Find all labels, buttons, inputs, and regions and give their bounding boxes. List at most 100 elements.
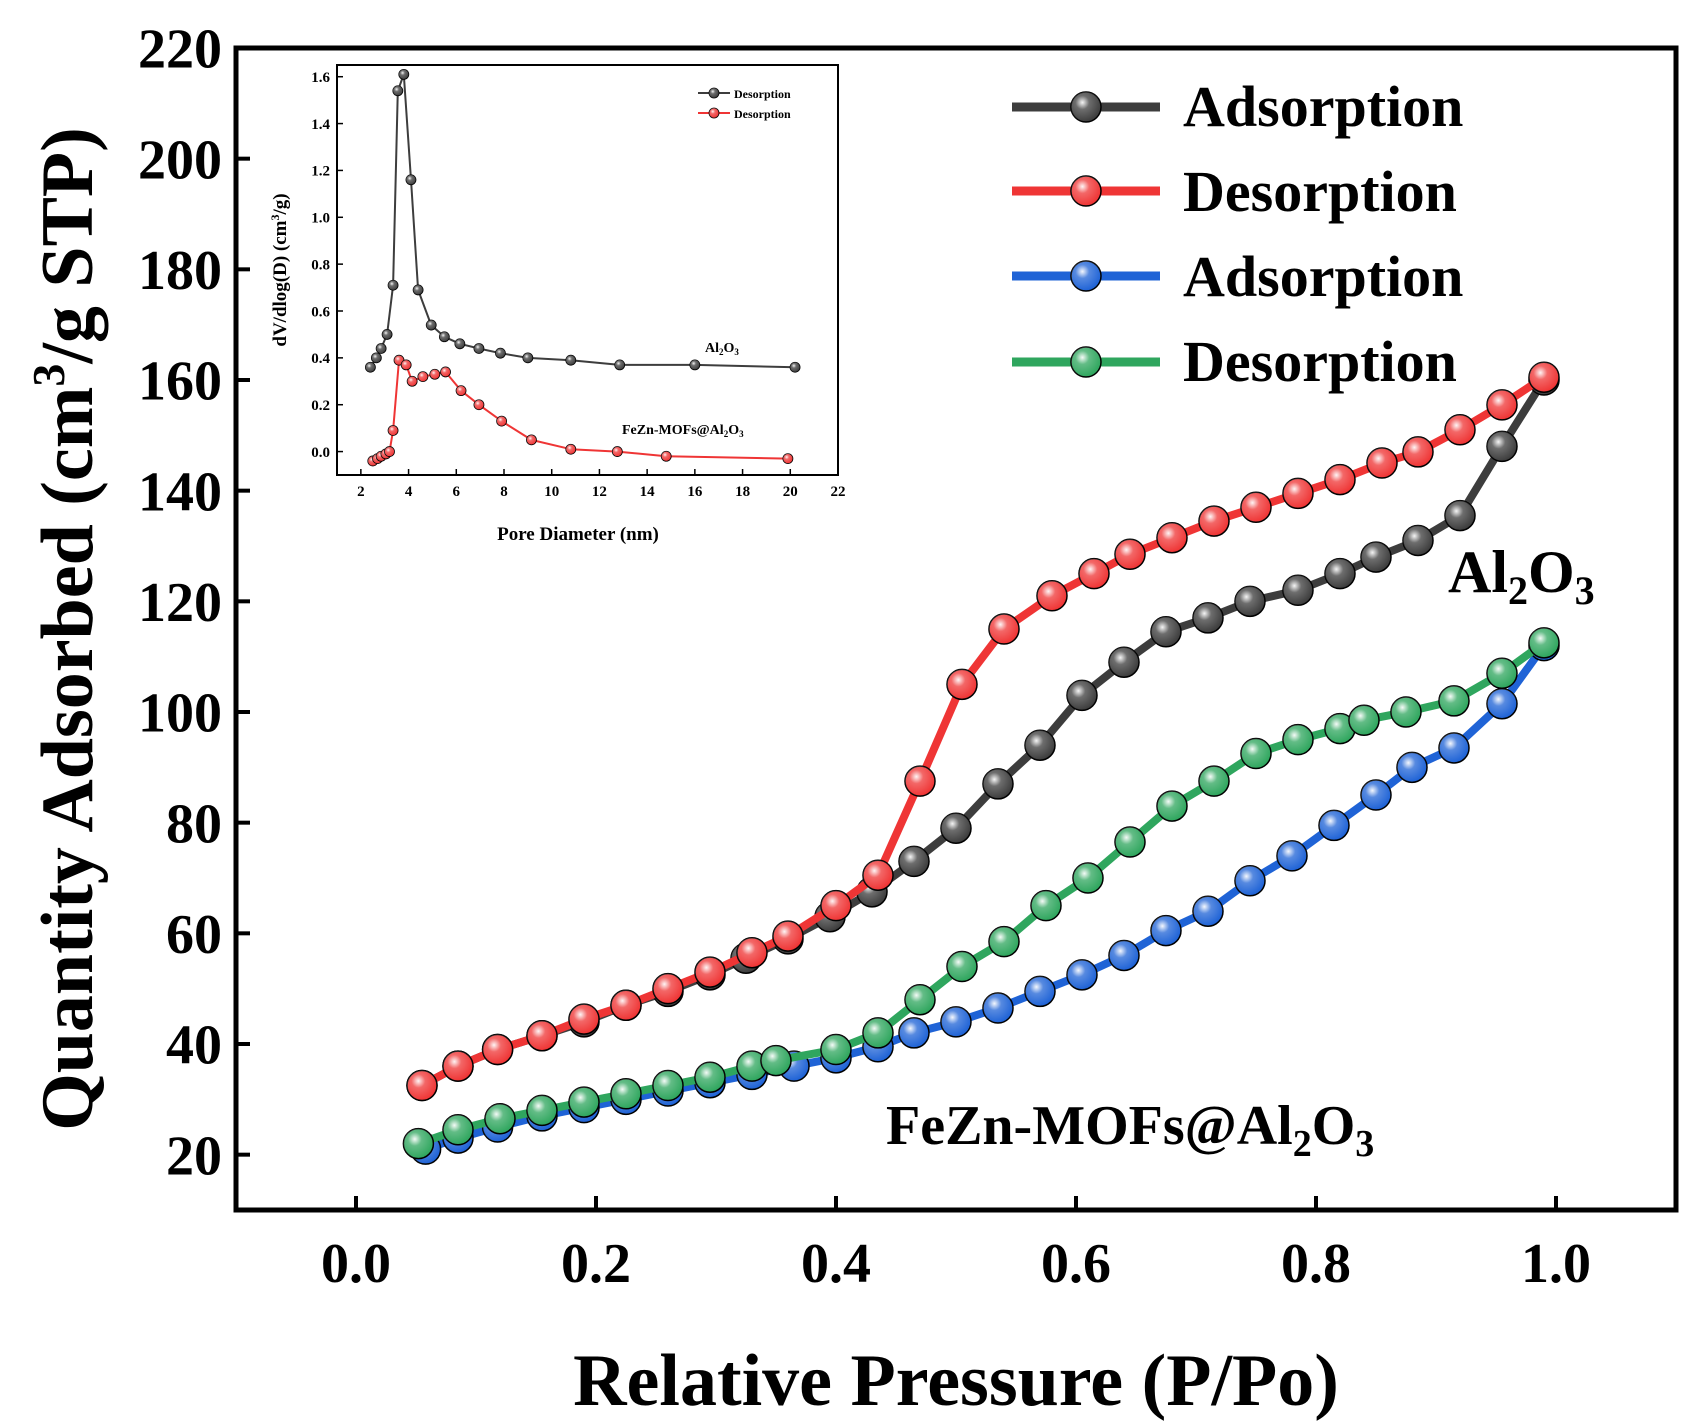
main-data-point: [1324, 557, 1356, 590]
inset-data-point: [387, 279, 399, 291]
main-data-point: [862, 859, 894, 891]
inset-x-tick-label: 12: [592, 484, 607, 500]
main-data-point: [652, 1069, 684, 1102]
main-y-tick-label: 140: [138, 461, 222, 523]
inset-data-point: [473, 343, 485, 354]
main-data-point: [820, 1033, 852, 1066]
main-data-point: [1318, 809, 1350, 842]
main-data-point: [1396, 751, 1428, 784]
main-data-point: [610, 989, 642, 1022]
main-y-tick-label: 60: [166, 904, 222, 966]
inset-x-tick-label: 6: [453, 484, 461, 500]
main-data-point: [1234, 585, 1266, 618]
main-data-point: [1198, 505, 1230, 537]
main-data-point: [1150, 616, 1182, 648]
inset-data-point: [495, 347, 506, 359]
main-data-point: [1444, 414, 1476, 446]
inset-series-layer: [364, 68, 801, 467]
main-data-point: [1036, 580, 1068, 612]
inset-x-tick-labels: 2 4 6 8 10 12 14 16 18 20 22: [357, 484, 845, 500]
main-data-point: [1360, 779, 1392, 811]
inset-data-point: [789, 361, 801, 373]
inset-y-tick-label: 0.2: [311, 398, 330, 414]
inset-x-tick-label: 14: [640, 484, 656, 500]
main-y-tick-label: 20: [166, 1125, 222, 1187]
inset-plot-frame: [336, 64, 839, 476]
main-x-tick-label: 0.0: [321, 1233, 391, 1295]
inset-data-point: [782, 453, 794, 465]
main-legend-item-2: Desorption: [1012, 159, 1457, 224]
main-data-point: [1114, 538, 1146, 571]
main-legend-label-1: Adsorption: [1183, 74, 1463, 139]
inset-x-tick-label: 4: [405, 484, 413, 500]
main-data-point: [1282, 477, 1314, 510]
main-data-point: [1528, 361, 1560, 393]
main-series-line: [420, 373, 1547, 1090]
inset-data-point: [565, 443, 577, 455]
main-data-point: [1276, 840, 1308, 872]
main-data-point: [568, 1003, 600, 1035]
main-data-point: [904, 765, 936, 797]
inset-series-2: [367, 354, 794, 467]
main-data-point: [1030, 889, 1062, 922]
inset-y-tick-label: 0.4: [311, 351, 330, 367]
main-y-tick-label: 40: [166, 1015, 222, 1077]
inset-data-point: [611, 446, 623, 457]
main-data-point: [772, 920, 804, 952]
inset-legend-label-1: Desorption: [734, 87, 791, 101]
inset-series-1: [364, 68, 801, 373]
inset-data-point: [398, 68, 410, 80]
main-data-point: [1078, 557, 1110, 590]
main-data-point: [1390, 696, 1422, 728]
inset-data-point: [473, 399, 485, 411]
inset-x-tick-label: 18: [735, 484, 750, 500]
main-data-point: [442, 1114, 474, 1146]
main-legend-label-3: Adsorption: [1183, 244, 1463, 309]
main-data-point: [1402, 524, 1434, 557]
main-data-point: [1444, 499, 1476, 532]
main-data-point: [1108, 646, 1140, 678]
main-y-tick-labels: 20 40 60 80 100 120 140 160 180 200 220: [138, 19, 222, 1188]
main-data-point: [1282, 723, 1314, 756]
main-y-tick-label: 120: [138, 572, 222, 634]
inset-data-point: [440, 366, 451, 378]
main-data-point: [694, 1061, 726, 1093]
main-data-point: [940, 812, 972, 844]
inset-data-point: [387, 425, 399, 436]
main-legend-item-4: Desorption: [1012, 329, 1457, 394]
main-data-point: [1066, 679, 1098, 712]
main-y-tick-label: 100: [138, 683, 222, 745]
inset-data-point: [370, 352, 382, 364]
main-data-point: [862, 1017, 894, 1049]
inset-data-point: [364, 361, 376, 373]
main-data-point: [1072, 862, 1104, 894]
inset-data-point: [417, 371, 429, 383]
inset-data-point: [405, 174, 417, 186]
main-chart: 0.0 0.2 0.4 0.6 0.8 1.0 20 40 60 80 100 120 140 160 1…: [23, 19, 1679, 1422]
main-data-point: [1024, 975, 1056, 1008]
inset-data-point: [526, 434, 537, 446]
main-data-point: [898, 845, 930, 878]
inset-y-axis-label: dV/dlog(D) (cm3/g): [268, 193, 291, 346]
main-x-axis-label: Relative Pressure (P/Po): [573, 1340, 1339, 1422]
main-data-point: [946, 950, 978, 983]
inset-legend-item-1: Desorption: [698, 87, 791, 101]
main-plot-frame: [233, 45, 1679, 1213]
main-data-point: [1528, 627, 1560, 659]
main-data-point: [481, 1033, 514, 1066]
inset-x-tick-label: 22: [831, 484, 846, 500]
inset-x-axis-label: Pore Diameter (nm): [497, 524, 659, 545]
main-x-tick-label: 0.6: [1041, 1233, 1111, 1295]
main-legend-label-4: Desorption: [1183, 329, 1457, 394]
main-x-tick-label: 0.8: [1281, 1233, 1351, 1295]
main-data-point: [1402, 436, 1434, 468]
main-data-point: [1198, 765, 1230, 797]
main-data-point: [988, 613, 1020, 645]
main-data-point: [982, 768, 1014, 800]
main-data-point: [1156, 521, 1188, 554]
main-series-3: [409, 629, 1560, 1165]
main-y-tick-label: 200: [138, 129, 222, 191]
inset-y-tick-label: 0.0: [311, 445, 330, 461]
inset-y-tick-label: 1.0: [311, 211, 330, 227]
main-x-tick-label: 0.2: [561, 1233, 631, 1295]
